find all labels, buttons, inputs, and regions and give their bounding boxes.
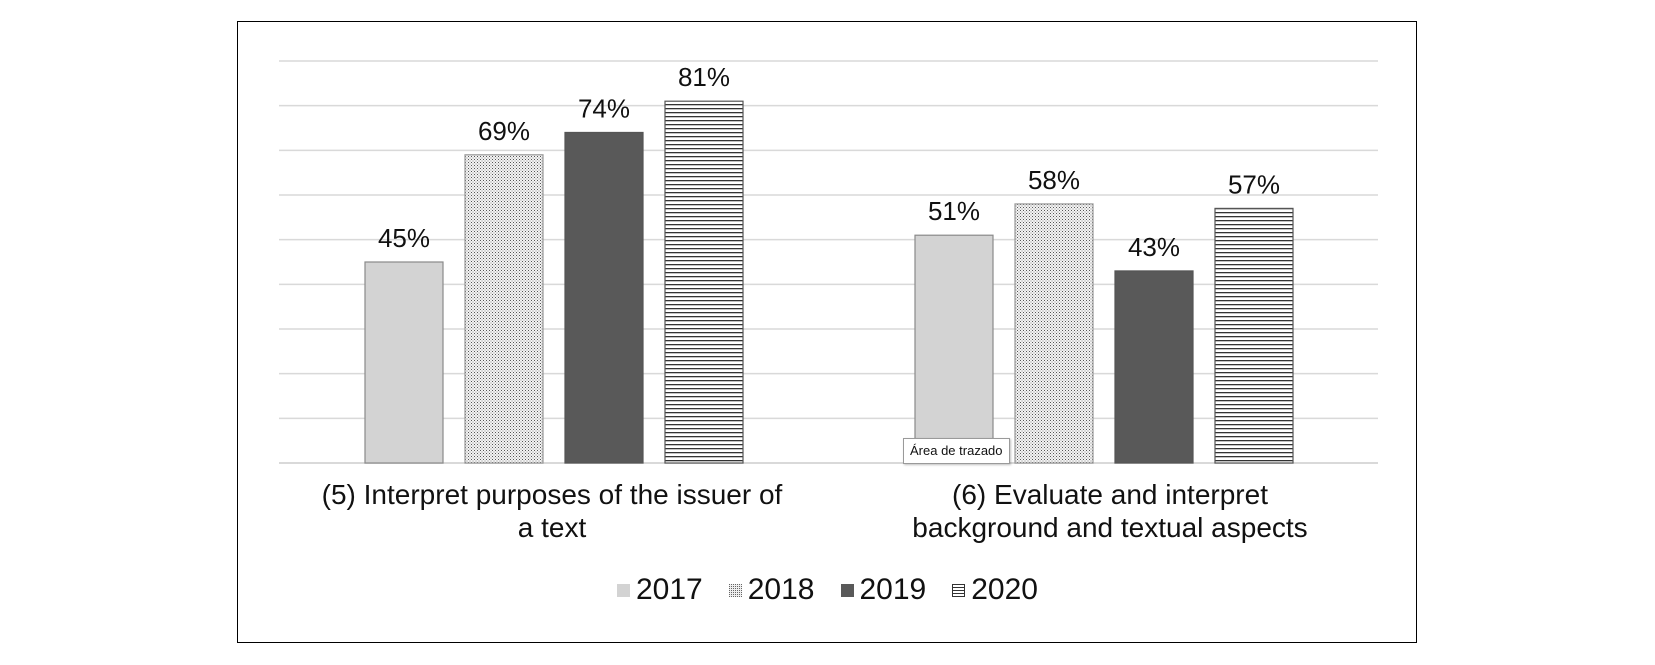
legend-label-2020: 2020: [971, 573, 1038, 606]
category-label-6-line2: background and textual aspects: [912, 512, 1308, 543]
data-label-2017-cat1: 45%: [378, 223, 430, 253]
category-label-6-line1: (6) Evaluate and interpret: [952, 479, 1268, 510]
category-label-5-line2: a text: [517, 512, 587, 543]
bar-2019-cat2[interactable]: [1114, 270, 1194, 464]
bar-2020-cat2[interactable]: [1214, 207, 1294, 464]
gridlines: [279, 60, 1378, 464]
legend-label-2018: 2018: [747, 573, 815, 606]
data-label-2020-cat2: 57%: [1228, 169, 1280, 199]
data-label-2019-cat1: 74%: [578, 93, 630, 123]
plot-area-tooltip: Área de trazado: [903, 438, 1010, 464]
bar-2018-cat2[interactable]: [1014, 203, 1094, 464]
bar-2017-cat1[interactable]: [364, 261, 444, 464]
legend-swatch-2017: [617, 583, 630, 597]
bar-2020-cat1[interactable]: [664, 100, 744, 464]
legend-item-2019: 2019: [840, 573, 927, 607]
bar-2018-cat1[interactable]: [464, 154, 544, 464]
category-label-5-line1: (5) Interpret purposes of the issuer of: [321, 479, 783, 510]
legend-swatch-2020: [952, 583, 966, 597]
bar-2017-cat2[interactable]: [914, 234, 994, 464]
legend: 2017 2018 2019 2020: [0, 573, 1655, 607]
data-label-2018-cat2: 58%: [1028, 165, 1080, 195]
data-label-2018-cat1: 69%: [478, 116, 530, 146]
legend-item-2020: 2020: [952, 573, 1038, 607]
data-label-2017-cat2: 51%: [928, 196, 980, 226]
data-labels: 45% 69% 74% 81% 51% 58% 43% 57%: [378, 62, 1280, 262]
category-label-5: (5) Interpret purposes of the issuer of …: [272, 478, 832, 544]
data-label-2019-cat2: 43%: [1128, 232, 1180, 262]
data-label-2020-cat1: 81%: [678, 62, 730, 92]
legend-item-2017: 2017: [617, 573, 703, 607]
legend-item-2018: 2018: [728, 573, 815, 607]
legend-label-2017: 2017: [636, 573, 703, 606]
bars: [364, 100, 1294, 464]
bar-2019-cat1[interactable]: [564, 131, 644, 464]
category-label-6-block: (6) Evaluate and interpret background an…: [850, 478, 1370, 544]
legend-swatch-2019: [840, 583, 854, 597]
legend-label-2019: 2019: [859, 573, 927, 606]
legend-swatch-2018: [728, 583, 742, 597]
